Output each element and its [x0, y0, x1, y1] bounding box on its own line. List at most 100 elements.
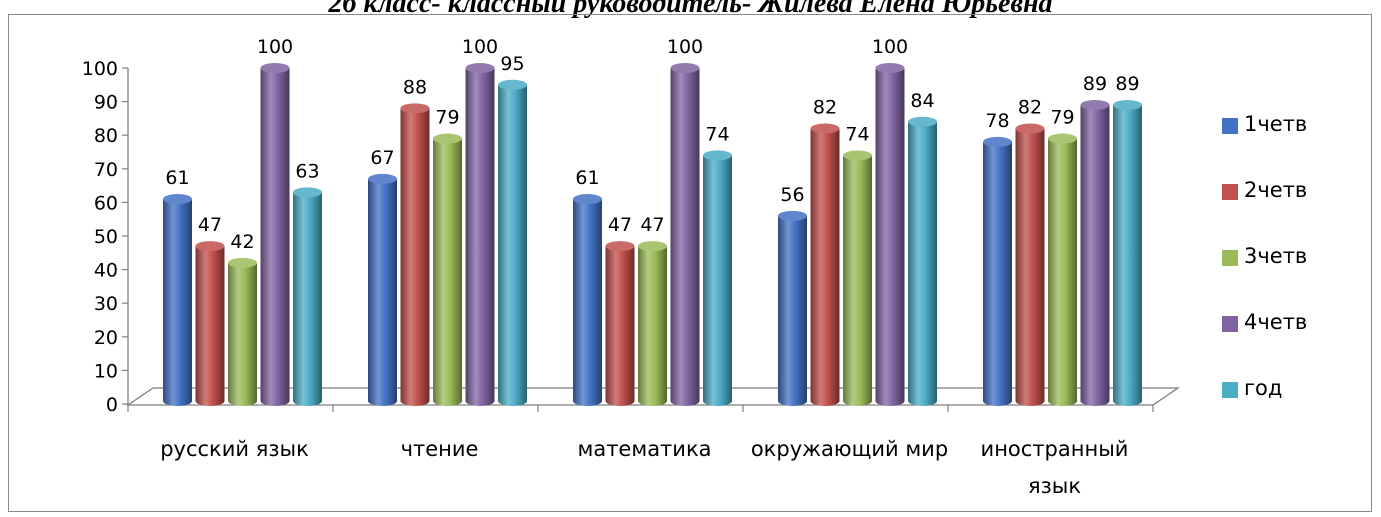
bar [703, 150, 732, 407]
bar-body [1113, 104, 1142, 407]
bar [400, 103, 430, 407]
x-tick-label: чтение [401, 437, 479, 461]
data-label: 89 [1083, 73, 1107, 95]
bar-top [228, 257, 257, 268]
bar [433, 133, 462, 407]
y-tick-label: 100 [82, 58, 118, 80]
legend-label: 4четв [1244, 310, 1308, 334]
data-label: 74 [845, 123, 869, 145]
bar-body [875, 68, 905, 407]
bar [843, 150, 872, 407]
bar [1080, 99, 1110, 407]
bar-top [465, 63, 495, 73]
bar-top [368, 173, 397, 184]
data-label: 100 [257, 36, 293, 58]
bar-top [163, 194, 192, 205]
bar-top [605, 241, 635, 252]
bar [875, 63, 905, 407]
bar [1015, 123, 1045, 407]
bar-body [810, 128, 840, 407]
data-label: 82 [1018, 96, 1042, 118]
bar [1113, 99, 1142, 407]
x-tick-label: иностранный язык [981, 437, 1129, 498]
data-label: 88 [403, 76, 427, 98]
data-label: 47 [608, 214, 632, 236]
bar-top [670, 63, 700, 73]
bar-top [498, 79, 527, 90]
bar-body [1080, 104, 1110, 407]
x-tick-label: окружающий мир [751, 437, 948, 461]
bar-top [843, 150, 872, 161]
bar-top [573, 194, 602, 205]
bar-body [983, 141, 1012, 407]
bar [638, 241, 667, 407]
y-tick-label: 80 [94, 125, 118, 147]
bar-top [1080, 99, 1110, 110]
bar-top [293, 187, 322, 198]
bar-body [703, 155, 732, 407]
bar [983, 136, 1012, 407]
bar [195, 241, 225, 407]
bar-body [778, 215, 807, 407]
legend-swatch [1222, 250, 1238, 266]
legend-swatch [1222, 118, 1238, 134]
y-tick-label: 50 [94, 226, 118, 248]
y-tick-label: 0 [106, 394, 118, 416]
data-label: 61 [575, 167, 599, 189]
bar-top [703, 150, 732, 161]
data-label: 84 [910, 90, 934, 112]
bar-body [465, 68, 495, 407]
data-label: 78 [985, 110, 1009, 132]
legend-label: 3четв [1244, 244, 1308, 268]
bar-top [1048, 133, 1077, 144]
y-tick-label: 10 [94, 360, 118, 382]
x-tick-label: математика [577, 437, 711, 461]
bar-top [260, 63, 290, 73]
bar-body [368, 178, 397, 407]
y-tick-label: 40 [94, 260, 118, 282]
bar-body [1048, 138, 1077, 407]
legend-swatch [1222, 382, 1238, 398]
bar-body [163, 199, 192, 406]
data-label: 61 [165, 167, 189, 189]
bar-top [810, 123, 840, 134]
data-label: 79 [435, 107, 459, 129]
bar [260, 63, 290, 407]
data-label: 100 [872, 36, 908, 58]
data-label: 100 [667, 36, 703, 58]
bar [498, 79, 527, 407]
bar [810, 123, 840, 407]
bar-top [1015, 123, 1045, 134]
bar-body [400, 108, 430, 407]
bar [908, 116, 937, 407]
bar [228, 257, 257, 407]
y-tick-label: 90 [94, 92, 118, 114]
data-label: 47 [198, 214, 222, 236]
bar-top [195, 241, 225, 252]
data-label: 42 [230, 231, 254, 253]
data-label: 89 [1115, 73, 1139, 95]
y-tick-label: 60 [94, 192, 118, 214]
y-tick-label: 20 [94, 327, 118, 349]
bar-top [908, 116, 937, 127]
bar [368, 173, 397, 407]
bar-body [293, 192, 322, 407]
bar [778, 210, 807, 407]
data-label: 67 [370, 147, 394, 169]
bar-body [195, 246, 225, 407]
bar-top [433, 133, 462, 144]
legend-swatch [1222, 316, 1238, 332]
bar-body [605, 246, 635, 407]
chart-frame [8, 14, 1372, 512]
bar-body [228, 262, 257, 407]
bar-body [638, 246, 667, 407]
bar-body [433, 138, 462, 407]
y-tick-label: 30 [94, 293, 118, 315]
x-tick-label: русский язык [160, 437, 309, 461]
bar-body [908, 121, 937, 407]
bar [163, 194, 192, 406]
data-label: 82 [813, 96, 837, 118]
bar [670, 63, 700, 407]
bar-body [573, 199, 602, 407]
